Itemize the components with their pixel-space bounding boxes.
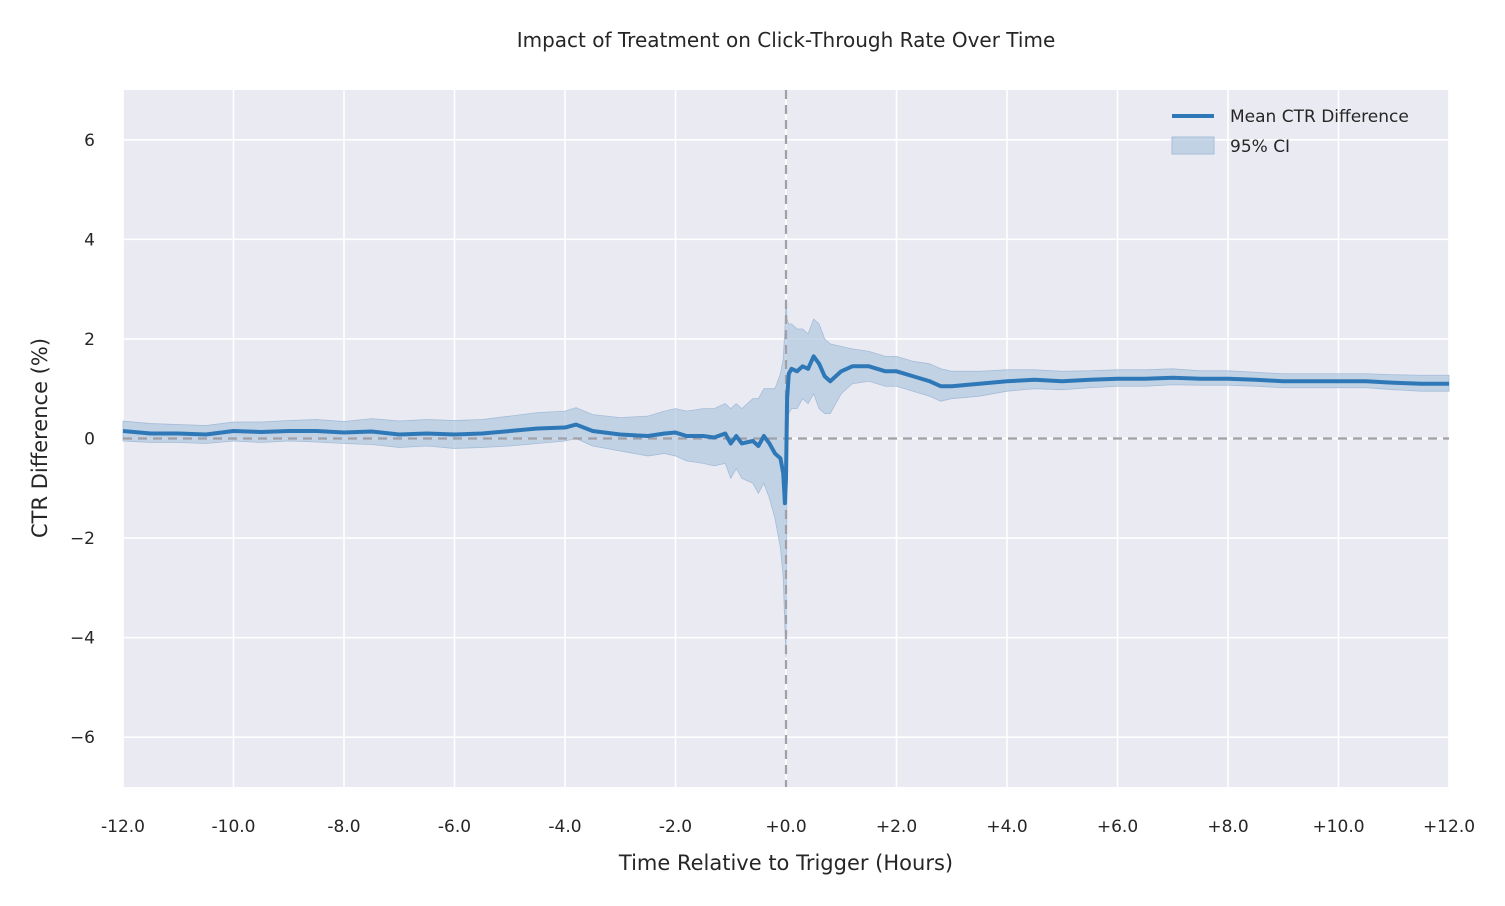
legend-ci-swatch [1171,136,1215,155]
x-axis-label: Time Relative to Trigger (Hours) [618,851,953,875]
mean-line-layer [122,354,1449,506]
x-tick-label-1: -10.0 [212,817,256,837]
legend-label-ci: 95% CI [1230,137,1290,157]
x-tick-label-11: +10.0 [1312,817,1364,837]
y-axis-ticks: −6 −4 −2 0 2 4 6 [70,131,95,748]
x-tick-label-6: +0.0 [765,817,806,837]
x-axis-ticks: -12.0 -10.0 -8.0 -6.0 -4.0 -2.0 +0.0 +2.0 +4.0 +6… [101,817,1475,837]
y-tick-label-5: 4 [84,230,95,250]
y-tick-label-1: −4 [70,629,95,649]
x-tick-label-10: +8.0 [1207,817,1248,837]
x-tick-label-0: -12.0 [101,817,145,837]
x-tick-label-3: -6.0 [438,817,471,837]
x-tick-label-4: -4.0 [548,817,581,837]
legend-label-mean: Mean CTR Difference [1230,107,1409,127]
mean-ctr-line [122,354,1449,506]
x-tick-label-9: +6.0 [1097,817,1138,837]
y-tick-label-2: −2 [70,529,95,549]
x-tick-label-7: +2.0 [876,817,917,837]
legend: Mean CTR Difference 95% CI [1171,107,1409,157]
y-tick-label-4: 2 [84,330,95,350]
x-tick-label-5: -2.0 [659,817,692,837]
y-tick-label-3: 0 [84,430,95,450]
x-tick-label-2: -8.0 [327,817,360,837]
y-tick-label-6: 6 [84,131,95,151]
y-axis-label: CTR Difference (%) [28,338,52,538]
y-tick-label-0: −6 [70,728,95,748]
x-tick-label-8: +4.0 [986,817,1027,837]
chart-title: Impact of Treatment on Click-Through Rat… [517,28,1056,52]
x-tick-label-12: +12.0 [1423,817,1475,837]
